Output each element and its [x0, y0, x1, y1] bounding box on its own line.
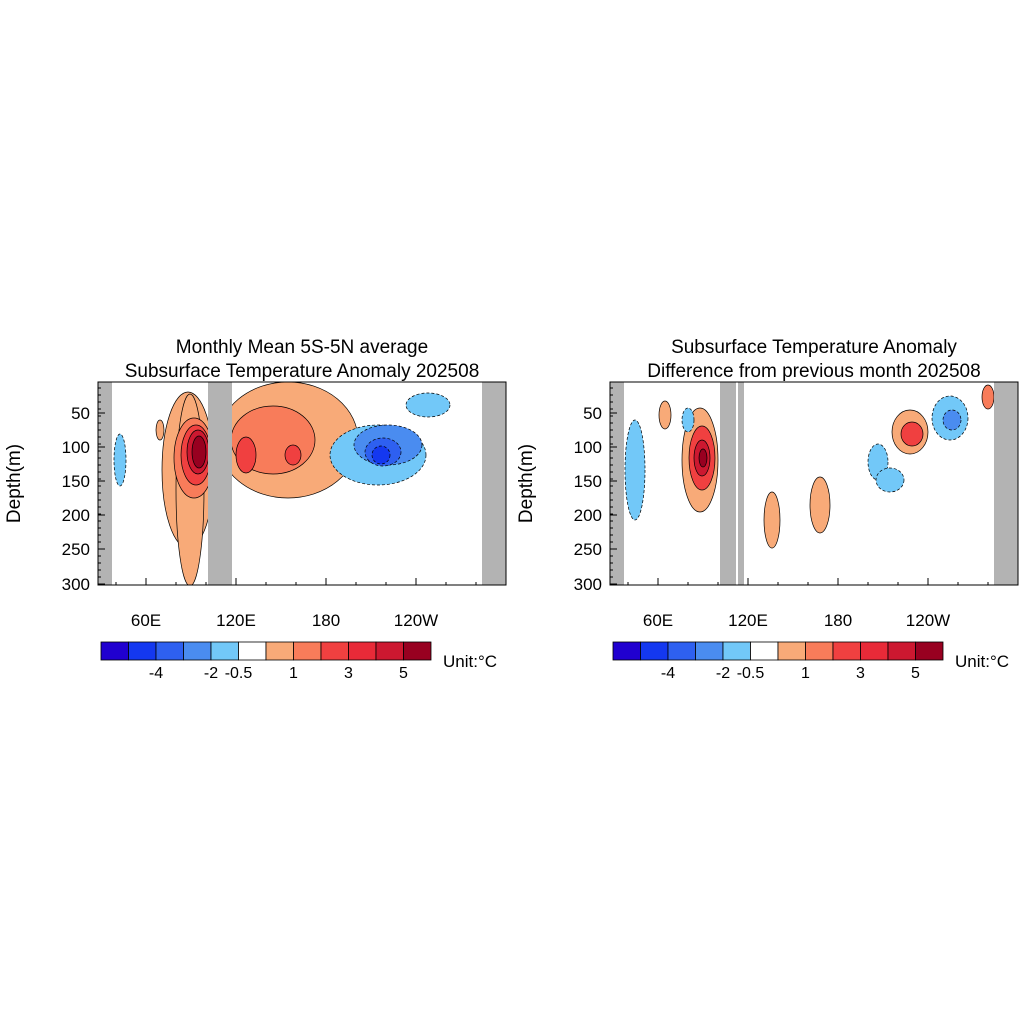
- contour-region: [698, 448, 708, 468]
- land-mask: [610, 382, 624, 585]
- contour-region: [875, 467, 905, 493]
- colorbar-swatch: [695, 641, 724, 661]
- colorbar-swatch: [915, 641, 944, 661]
- y-tick-label: 50: [583, 404, 602, 423]
- contour-region: [624, 419, 646, 521]
- colorbar-swatch: [667, 641, 696, 661]
- panel-difference: Subsurface Temperature Anomaly Difference…: [516, 337, 1019, 682]
- colorbar-swatch: [403, 641, 432, 661]
- land-mask: [482, 382, 506, 585]
- colorbar-swatch: [265, 641, 294, 661]
- contour-region: [900, 421, 924, 447]
- land-mask: [994, 382, 1018, 585]
- y-tick-label: 150: [62, 472, 90, 491]
- chart-title-line: Subsurface Temperature Anomaly 202508: [125, 361, 480, 382]
- colorbar-label: -2: [716, 665, 730, 682]
- y-tick-label: 200: [574, 506, 602, 525]
- x-tick-label: 120W: [394, 611, 438, 630]
- colorbar-label: 3: [856, 665, 865, 682]
- x-tick-label: 60E: [131, 611, 161, 630]
- y-tick-label: 300: [62, 575, 90, 594]
- colorbar-swatch: [293, 641, 322, 661]
- contour-region: [942, 409, 962, 431]
- unit-label: Unit:°C: [443, 652, 497, 671]
- colorbar-label: -4: [661, 665, 675, 682]
- plot-frame: [97, 381, 507, 586]
- colorbar-swatch: [100, 641, 129, 661]
- y-tick-label: 200: [62, 506, 90, 525]
- contour-region: [809, 476, 831, 534]
- colorbar-swatch: [375, 641, 404, 661]
- y-tick-label: 100: [574, 438, 602, 457]
- contour-region: [235, 436, 257, 474]
- colorbar-swatch: [238, 641, 267, 661]
- colorbar-swatch: [832, 641, 861, 661]
- contour-region: [763, 491, 781, 549]
- colorbar-swatch: [348, 641, 377, 661]
- colorbar-swatch: [860, 641, 889, 661]
- panel-monthly-mean: Monthly Mean 5S-5N average Subsurface Tem…: [4, 337, 507, 682]
- colorbar-label: 3: [344, 665, 353, 682]
- colorbar-swatch: [887, 641, 916, 661]
- contour-region: [155, 419, 165, 441]
- colorbar-label: 1: [289, 665, 298, 682]
- contour-region: [113, 433, 127, 487]
- unit-label: Unit:°C: [955, 652, 1009, 671]
- colorbar-label: 1: [801, 665, 810, 682]
- colorbar-label: -4: [149, 665, 163, 682]
- chart-title-line: Subsurface Temperature Anomaly: [671, 337, 957, 358]
- y-axis-label: Depth(m): [4, 444, 25, 523]
- plot-frame: [609, 381, 1019, 586]
- land-mask: [208, 382, 232, 585]
- y-tick-label: 300: [574, 575, 602, 594]
- contour-region: [681, 407, 695, 433]
- x-tick-label: 180: [824, 611, 852, 630]
- y-tick-label: 250: [574, 540, 602, 559]
- colorbar-label: -2: [204, 665, 218, 682]
- x-tick-label: 120W: [906, 611, 950, 630]
- contour-layer: [113, 382, 451, 585]
- colorbar-swatch: [320, 641, 349, 661]
- y-tick-label: 50: [71, 404, 90, 423]
- y-tick-label: 100: [62, 438, 90, 457]
- contour-region: [371, 445, 391, 465]
- colorbar-swatch: [183, 641, 212, 661]
- colorbar-swatch: [128, 641, 157, 661]
- y-axis-label: Depth(m): [516, 444, 537, 523]
- colorbar-swatch: [750, 641, 779, 661]
- contour-region: [405, 392, 451, 418]
- contour-region: [658, 400, 672, 430]
- contour-layer: [624, 384, 995, 549]
- colorbar-swatch: [777, 641, 806, 661]
- contour-region: [284, 444, 302, 466]
- chart-title-line: Difference from previous month 202508: [647, 361, 980, 382]
- colorbar-swatch: [210, 641, 239, 661]
- contour-region: [981, 384, 995, 410]
- colorbar-swatch: [640, 641, 669, 661]
- colorbar-swatch: [612, 641, 641, 661]
- chart-title-line: Monthly Mean 5S-5N average: [176, 337, 428, 358]
- colorbar-label: 5: [911, 665, 920, 682]
- land-mask: [98, 382, 112, 585]
- colorbar-swatch: [155, 641, 184, 661]
- land-mask: [720, 382, 736, 585]
- y-tick-label: 250: [62, 540, 90, 559]
- colorbar-swatch: [805, 641, 834, 661]
- colorbar-label: -0.5: [737, 665, 765, 682]
- x-tick-label: 120E: [728, 611, 768, 630]
- x-tick-label: 120E: [216, 611, 256, 630]
- colorbar-label: -0.5: [225, 665, 253, 682]
- colorbar-swatch: [722, 641, 751, 661]
- x-tick-label: 60E: [643, 611, 673, 630]
- y-tick-label: 150: [574, 472, 602, 491]
- x-tick-label: 180: [312, 611, 340, 630]
- land-mask: [738, 382, 744, 585]
- contour-region: [191, 435, 207, 469]
- colorbar-label: 5: [399, 665, 408, 682]
